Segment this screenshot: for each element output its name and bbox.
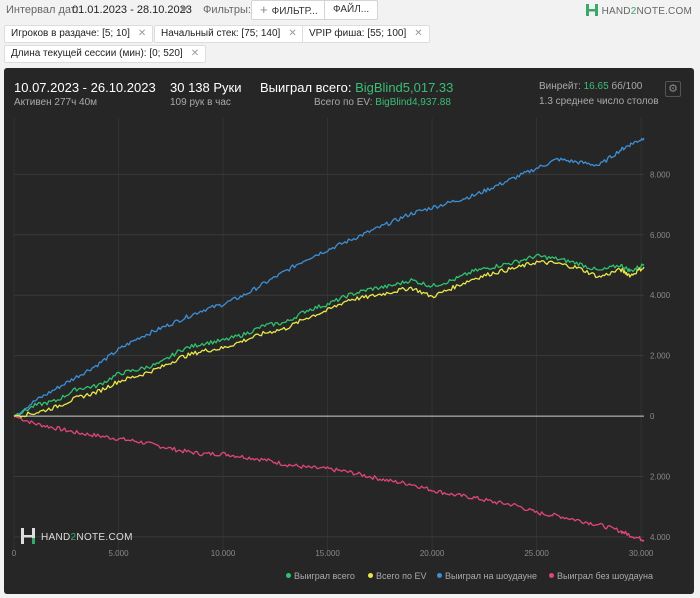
legend-dot — [368, 573, 373, 578]
y-tick-label: 0 — [650, 412, 655, 421]
plus-icon: + — [260, 2, 268, 17]
profit-graph[interactable]: 0 5.000 10.000 15.000 20.000 25.000 30.000 4.00… — [4, 68, 694, 594]
nonshowdown-line — [13, 415, 645, 542]
date-interval-select[interactable]: 01.01.2023 - 28.10.2023 — [72, 4, 192, 16]
legend-item-total[interactable]: Выиграл всего — [286, 571, 355, 581]
winrate: Винрейт: 16.65 бб/100 — [539, 81, 643, 92]
x-tick-label: 0 — [12, 549, 17, 558]
close-icon[interactable]: ✕ — [137, 28, 147, 39]
legend-dot — [437, 573, 442, 578]
filter-chip-vpip[interactable]: VPIP фиша: [55; 100] ✕ — [302, 25, 430, 43]
date-range: 10.07.2023 - 26.10.2023 — [14, 80, 156, 95]
x-tick-label: 10.000 — [211, 549, 236, 558]
interval-label: Интервал дат: — [6, 4, 79, 16]
file-button[interactable]: ФАЙЛ... — [324, 0, 379, 20]
y-tick-label: 6.000 — [650, 231, 671, 240]
watermark-logo: HAND2NOTE.COM — [20, 528, 133, 544]
toolbar: Интервал дат: 01.01.2023 - 28.10.2023 Фи… — [0, 0, 700, 22]
total-won-value: BigBlind5,017.33 — [355, 80, 454, 95]
total-ev-value: BigBlind4,937.88 — [375, 97, 451, 108]
ev-line — [13, 260, 645, 418]
y-tick-label: 4.000 — [650, 291, 671, 300]
x-tick-label: 20.000 — [420, 549, 445, 558]
y-tick-label: 2.000 — [650, 473, 671, 482]
hands-per-hour: 109 рук в час — [170, 97, 231, 108]
close-icon[interactable]: ✕ — [414, 28, 423, 39]
x-tick-label: 30.000 — [629, 549, 654, 558]
file-button-label: ФАЙЛ... — [333, 4, 370, 15]
filter-chip-stack[interactable]: Начальный стек: [75; 140] ✕ — [154, 25, 304, 43]
showdown-line — [13, 137, 645, 417]
gear-icon[interactable]: ⚙ — [665, 81, 681, 97]
chevron-down-icon[interactable] — [180, 7, 188, 12]
x-tick-label: 15.000 — [315, 549, 340, 558]
legend-item-ev[interactable]: Всего по EV — [368, 571, 426, 581]
avg-tables: 1.3 среднее число столов — [539, 96, 659, 107]
add-filter-label: ФИЛЬТР... — [271, 6, 318, 17]
total-won: Выиграл всего: BigBlind5,017.33 — [260, 80, 454, 95]
close-icon[interactable]: ✕ — [190, 48, 200, 59]
close-icon[interactable]: ✕ — [288, 28, 297, 39]
filter-chip-session[interactable]: Длина текущей сессии (мин): [0; 520] ✕ — [4, 45, 207, 63]
hands-count: 30 138 Руки — [170, 80, 242, 95]
y-tick-label: 2.000 — [650, 352, 671, 361]
legend-item-nonshowdown[interactable]: Выиграл без шоудауна — [549, 571, 653, 581]
active-time: Активен 277ч 40м — [14, 97, 98, 108]
hand2note-logo-icon — [21, 528, 35, 544]
filter-chip-players[interactable]: Игроков в раздаче: [5; 10] ✕ — [4, 25, 154, 43]
legend-dot — [549, 573, 554, 578]
brand-logo: HAND2NOTE.COM — [585, 4, 692, 17]
legend-item-showdown[interactable]: Выиграл на шоудауне — [437, 571, 537, 581]
filters-label: Фильтры: — [203, 4, 251, 16]
y-tick-label: 4.000 — [650, 533, 671, 542]
total-ev: Всего по EV: BigBlind4,937.88 — [314, 97, 451, 108]
total-won-line — [13, 253, 645, 417]
legend-dot — [286, 573, 291, 578]
x-tick-label: 5.000 — [109, 549, 130, 558]
hand2note-logo-icon — [585, 4, 598, 16]
x-tick-label: 25.000 — [524, 549, 549, 558]
graph-panel: 10.07.2023 - 26.10.2023 Активен 277ч 40м… — [4, 68, 694, 594]
add-filter-button[interactable]: + ФИЛЬТР... — [251, 0, 327, 20]
y-tick-label: 8.000 — [650, 170, 671, 179]
winrate-value: 16.65 — [583, 81, 609, 92]
